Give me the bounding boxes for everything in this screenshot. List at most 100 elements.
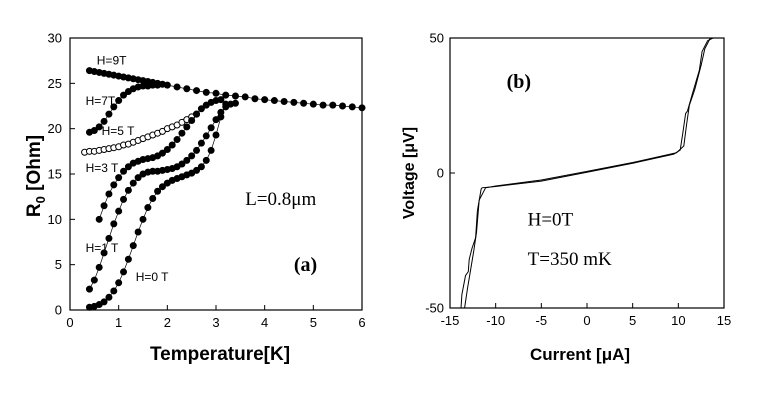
panel-b-x-tick-label: -5	[536, 313, 548, 328]
data-point	[173, 83, 181, 91]
data-point	[120, 195, 128, 203]
panel-a-y-axis-title-main: R	[24, 203, 45, 217]
data-point	[183, 156, 191, 164]
data-point	[193, 146, 201, 154]
data-point	[193, 87, 201, 95]
series-h-1-t	[85, 99, 239, 293]
series-label: H=5 T	[102, 124, 135, 138]
data-point	[173, 136, 181, 144]
data-point	[134, 228, 142, 236]
panel-a-x-tick-label: 4	[261, 315, 268, 330]
panel-b-x-tick-label: -10	[486, 313, 505, 328]
series-h-7t	[85, 81, 162, 136]
data-point	[207, 146, 215, 154]
series-label: H=7T	[86, 94, 116, 108]
panel-b-y-tick-label: 0	[437, 166, 444, 181]
data-point	[120, 268, 128, 276]
data-point	[115, 174, 123, 182]
panel-a-annotation: (a)	[294, 254, 317, 276]
data-point	[183, 123, 191, 131]
data-point	[95, 215, 103, 223]
data-point	[124, 255, 132, 263]
data-point	[95, 123, 103, 131]
data-point	[154, 187, 162, 195]
data-point	[120, 91, 128, 99]
data-point	[149, 194, 157, 202]
panel-b-y-tick-label: -50	[425, 301, 444, 316]
series-h-9t	[85, 67, 366, 112]
panel-b-series	[460, 37, 714, 309]
data-point	[329, 101, 337, 109]
panel-a-y-tick-label: 30	[48, 31, 62, 46]
panel-a-annotation: L=0.8μm	[245, 189, 316, 210]
data-point	[217, 96, 225, 104]
panel-a-x-tick-label: 5	[310, 315, 317, 330]
panel-b-x-axis-title: Current [μA]	[530, 345, 630, 364]
data-point	[154, 81, 162, 89]
series-h-3-t	[95, 96, 225, 223]
series-line-h-3-t	[98, 99, 221, 220]
data-point	[309, 100, 317, 108]
data-point	[105, 190, 113, 198]
panel-a-y-tick-label: 5	[55, 257, 62, 272]
data-point	[270, 97, 278, 105]
data-point	[231, 99, 239, 107]
data-point	[129, 242, 137, 250]
data-point	[124, 186, 132, 194]
data-point	[134, 174, 142, 182]
panel-a-x-axis-title: Temperature[K]	[150, 344, 290, 365]
panel-a-x-tick-label: 3	[212, 315, 219, 330]
data-point	[120, 167, 128, 175]
data-point	[202, 156, 210, 164]
data-point	[183, 85, 191, 93]
data-point	[85, 285, 93, 293]
data-point	[158, 183, 166, 191]
panel-b-y-tick-label: 50	[430, 31, 444, 46]
panel-b-y-axis-title: Voltage [μV]	[401, 127, 418, 219]
data-point	[212, 89, 220, 97]
panel-a-y-axis-title-rest: [Ohm]	[24, 135, 45, 196]
series-label: H=1 T	[86, 241, 119, 255]
data-point	[222, 91, 230, 99]
panel-a-y-axis-title: R0 [Ohm]	[24, 135, 48, 217]
data-point	[110, 181, 118, 189]
data-point	[178, 160, 186, 168]
iv-curve-sweep-up	[460, 37, 714, 309]
data-point	[110, 220, 118, 228]
data-point	[212, 131, 220, 139]
panel-b-x-tick-label: -15	[441, 313, 460, 328]
series-label: H=0 T	[136, 270, 169, 284]
panel-b-annotation: T=350 mK	[528, 249, 612, 270]
panel-a-series-labels: H=9T H=7T H=5 T H=3 T H=1 T H=0 T	[86, 53, 170, 284]
panel-b-x-tick-label: 0	[583, 313, 590, 328]
data-point	[300, 99, 308, 107]
panel-a-series	[81, 67, 366, 311]
data-point	[115, 279, 123, 287]
data-point	[139, 215, 147, 223]
panel-b-y-axis-title-group: Voltage [μV]	[401, 127, 418, 219]
panel-a-ticks: 0 1 2 3 4 5 6 0 5 10 15 20 25 30	[48, 31, 366, 331]
data-point	[90, 276, 98, 284]
data-point	[178, 129, 186, 137]
data-point	[358, 104, 366, 112]
data-point	[158, 149, 166, 157]
series-label: H=9T	[97, 53, 127, 67]
panel-b-x-tick-label: 5	[629, 313, 636, 328]
data-point	[188, 117, 196, 125]
data-point	[251, 95, 259, 103]
data-point	[202, 88, 210, 96]
data-point	[168, 141, 176, 149]
data-point	[105, 293, 113, 301]
data-point	[231, 92, 239, 100]
data-point	[261, 96, 269, 104]
data-point	[100, 298, 108, 306]
data-point	[163, 81, 171, 89]
data-point	[100, 249, 108, 257]
data-point	[197, 139, 205, 147]
panel-a-y-axis-title-sub: 0	[33, 196, 48, 203]
data-point	[129, 179, 137, 187]
data-point	[202, 132, 210, 140]
